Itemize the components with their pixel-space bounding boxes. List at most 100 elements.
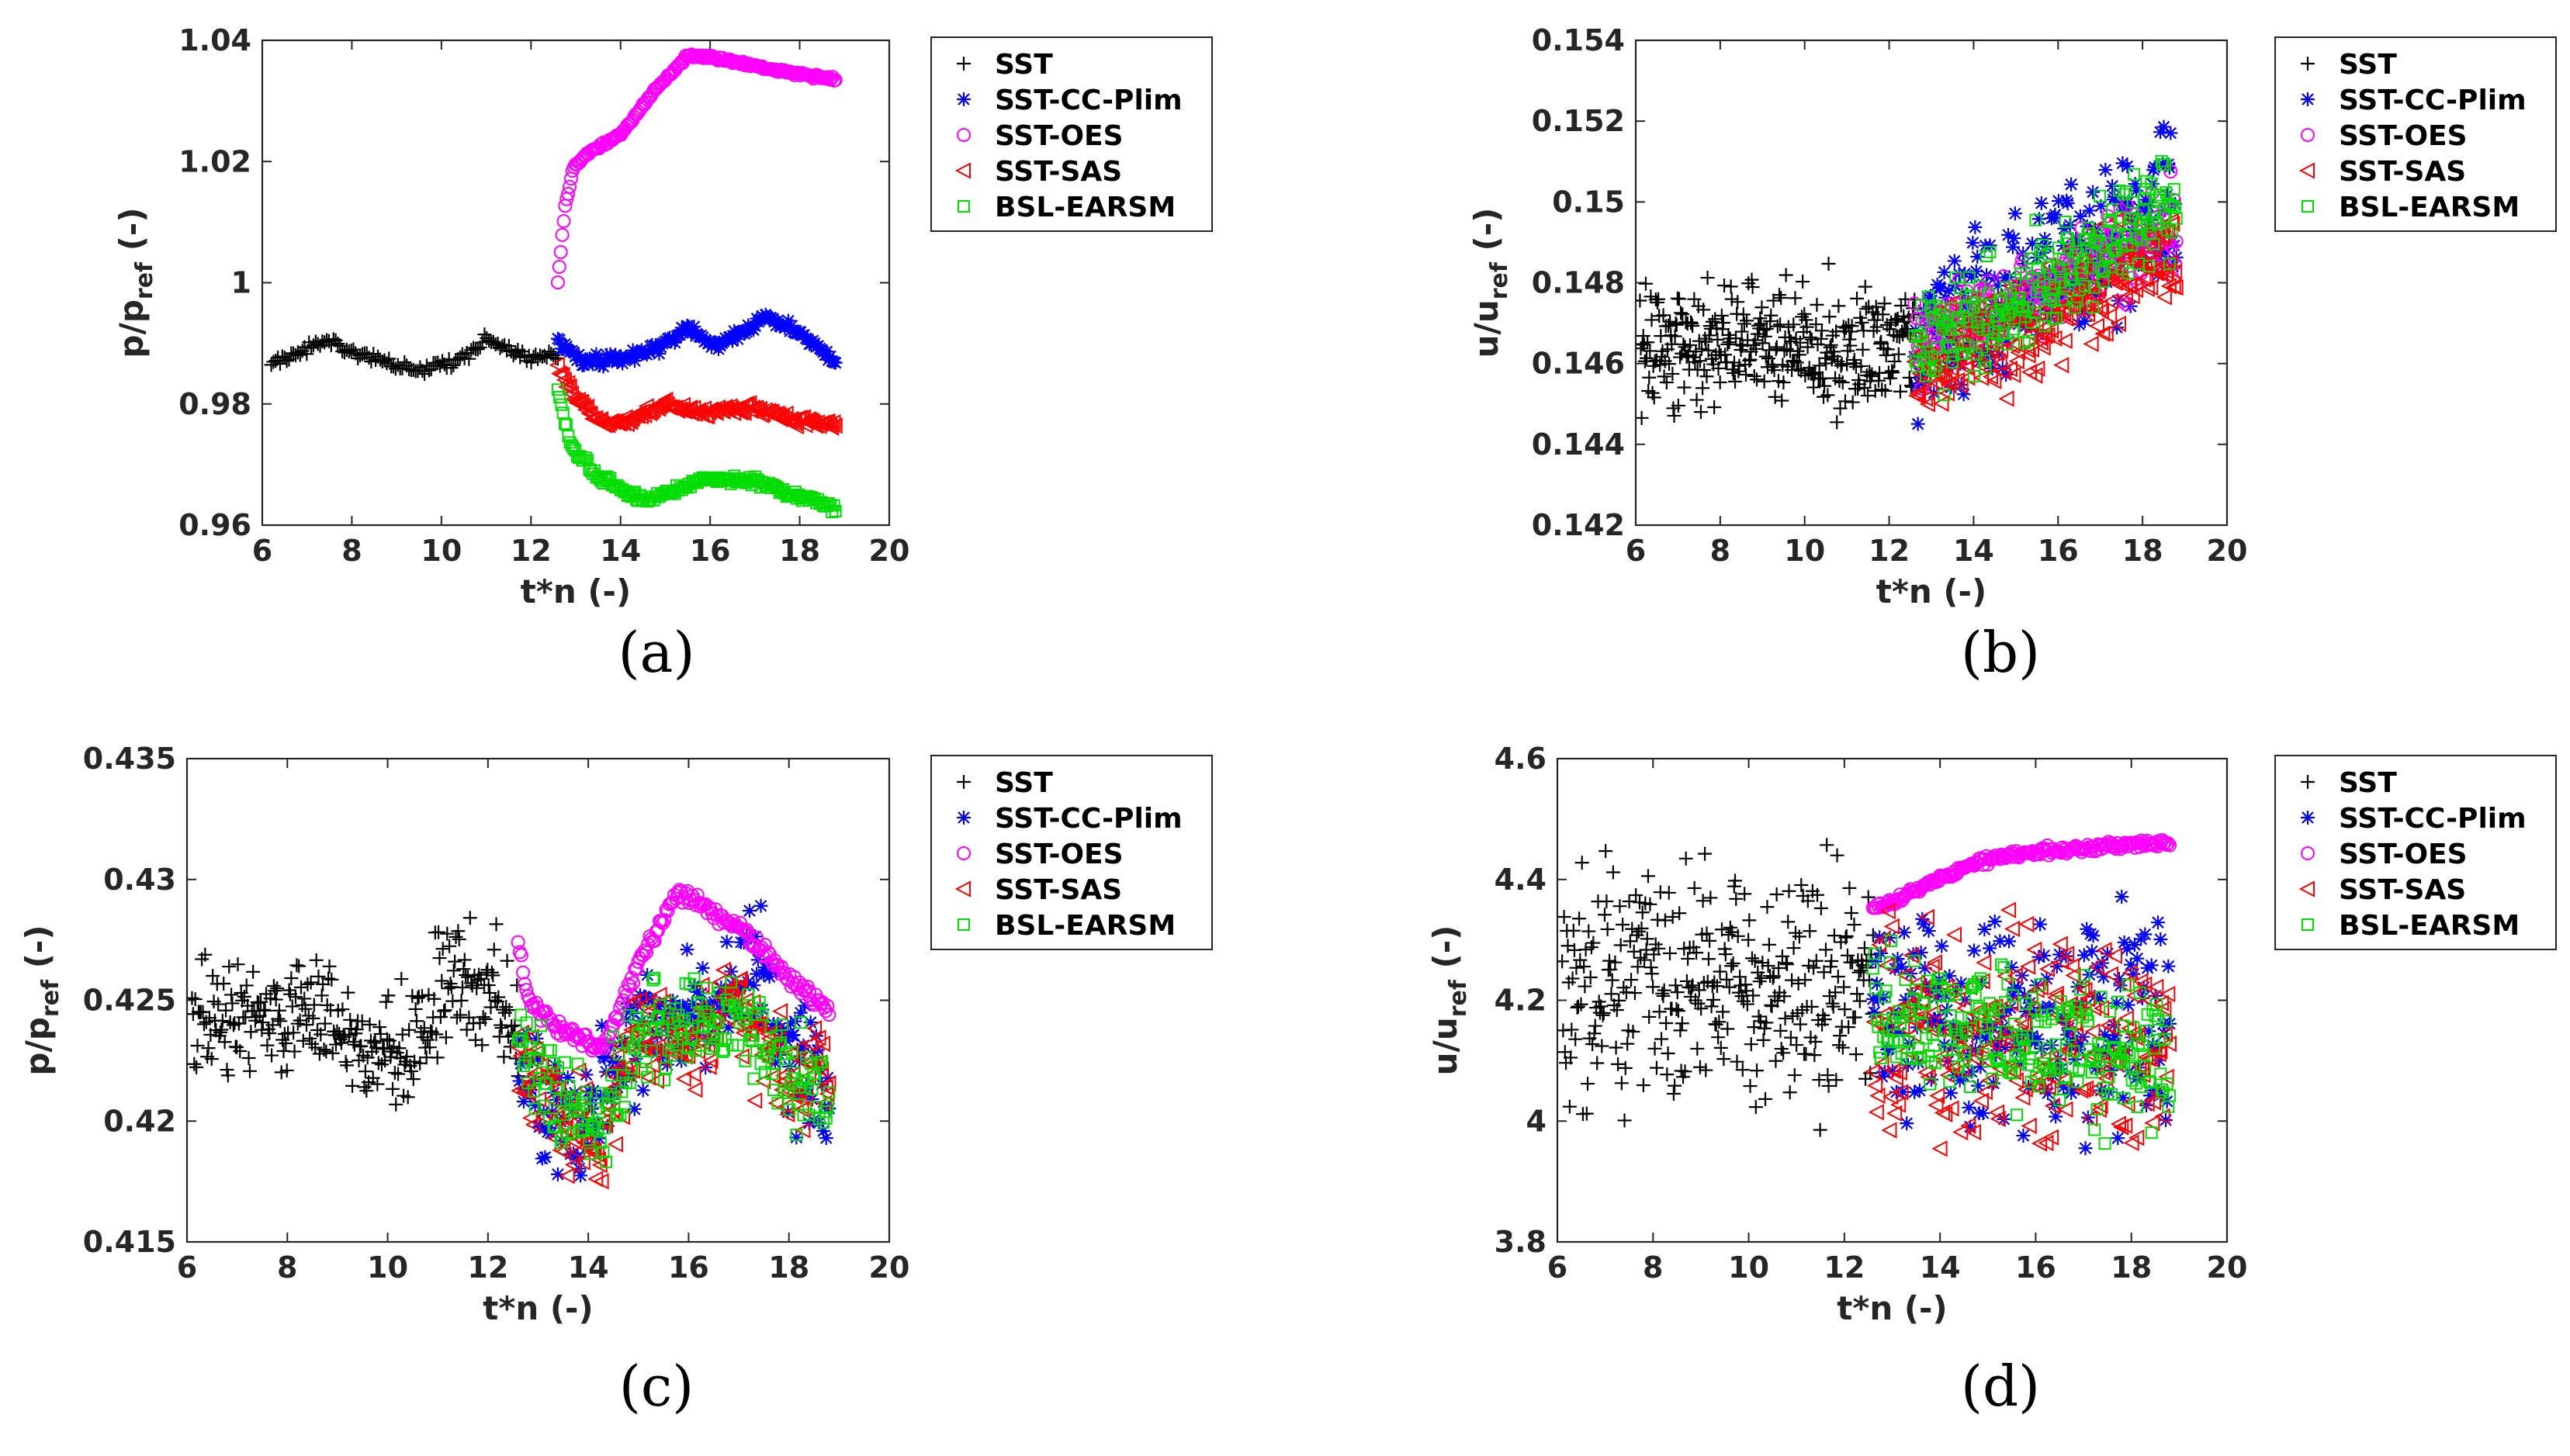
data-point bbox=[2067, 280, 2082, 295]
data-point bbox=[1993, 305, 2007, 320]
data-point bbox=[666, 330, 681, 345]
y-tick-label: 4 bbox=[1526, 1104, 1547, 1138]
data-point bbox=[1894, 960, 1909, 974]
data-point bbox=[1890, 311, 1905, 326]
data-point bbox=[1696, 303, 1711, 317]
data-point bbox=[653, 340, 668, 354]
data-point bbox=[1900, 1116, 1914, 1131]
data-point bbox=[213, 1025, 228, 1039]
data-point bbox=[2139, 1060, 2152, 1073]
data-point bbox=[552, 260, 566, 275]
data-point bbox=[1923, 362, 1936, 375]
data-point bbox=[1757, 1021, 1772, 1036]
data-point bbox=[1835, 1040, 1850, 1055]
data-point bbox=[190, 1039, 205, 1053]
data-point bbox=[1720, 972, 1734, 987]
data-point bbox=[1734, 324, 1749, 339]
data-point bbox=[358, 1064, 372, 1079]
data-point bbox=[1767, 363, 1782, 378]
data-point bbox=[1882, 1088, 1899, 1105]
data-point bbox=[214, 1022, 229, 1037]
data-point bbox=[1931, 981, 1945, 996]
data-point bbox=[1581, 924, 1596, 939]
data-point bbox=[1673, 1023, 1688, 1038]
data-point bbox=[1833, 401, 1848, 416]
data-point bbox=[795, 1041, 809, 1056]
data-point bbox=[457, 953, 472, 967]
data-point bbox=[307, 998, 321, 1012]
data-point bbox=[557, 1110, 573, 1128]
legend-marker bbox=[2301, 92, 2315, 106]
data-point bbox=[1581, 1077, 1595, 1091]
legend-label: SST-CC-Plim bbox=[2339, 803, 2527, 835]
data-point bbox=[565, 1102, 580, 1117]
data-point bbox=[2132, 973, 2149, 990]
data-point bbox=[1821, 256, 1836, 271]
data-point bbox=[580, 1085, 593, 1098]
data-point bbox=[1945, 356, 1959, 369]
data-point bbox=[2130, 951, 2145, 966]
data-point bbox=[802, 1108, 816, 1122]
data-point bbox=[1791, 976, 1806, 991]
data-point bbox=[2117, 188, 2130, 201]
data-point bbox=[2076, 948, 2091, 963]
data-point bbox=[519, 983, 534, 998]
data-point bbox=[481, 978, 496, 993]
data-point bbox=[491, 990, 506, 1005]
data-point bbox=[1954, 976, 1969, 991]
data-point bbox=[729, 326, 743, 341]
data-point bbox=[1904, 1008, 1917, 1022]
data-point bbox=[1709, 1017, 1723, 1032]
data-point bbox=[1688, 993, 1702, 1008]
data-point bbox=[2029, 978, 2044, 993]
data-point bbox=[1757, 374, 1772, 389]
data-point bbox=[387, 1065, 402, 1080]
data-point bbox=[2115, 156, 2130, 171]
data-point bbox=[2021, 1029, 2034, 1043]
data-point bbox=[1990, 1110, 2006, 1128]
data-point bbox=[2157, 210, 2170, 223]
data-point bbox=[198, 947, 213, 962]
data-point bbox=[1700, 271, 1715, 285]
data-point bbox=[475, 1038, 490, 1053]
data-point bbox=[2161, 836, 2176, 851]
data-point bbox=[1564, 1050, 1578, 1065]
legend-box bbox=[2274, 755, 2557, 950]
data-point bbox=[712, 1017, 725, 1030]
data-point bbox=[1943, 341, 1956, 354]
data-point bbox=[593, 1173, 609, 1190]
y-tick-label: 4.6 bbox=[1495, 742, 1547, 776]
data-point bbox=[2119, 1031, 2132, 1044]
data-point bbox=[2039, 301, 2052, 314]
data-point bbox=[1873, 946, 1888, 960]
y-tick-label: 0.43 bbox=[103, 863, 176, 897]
data-point bbox=[771, 1017, 785, 1032]
data-point bbox=[537, 1099, 550, 1112]
data-point bbox=[2062, 1004, 2075, 1017]
series-SST bbox=[264, 327, 565, 381]
data-point bbox=[1998, 309, 2011, 322]
data-point bbox=[1597, 908, 1612, 922]
legend-marker bbox=[957, 57, 971, 71]
x-tick-label: 8 bbox=[1710, 534, 1730, 568]
data-point bbox=[1692, 983, 1706, 998]
data-point bbox=[611, 1109, 624, 1122]
data-point bbox=[2131, 1100, 2144, 1113]
data-point bbox=[1672, 906, 1687, 921]
data-point bbox=[1668, 329, 1682, 344]
data-point bbox=[2096, 970, 2111, 984]
data-point bbox=[1982, 1055, 1995, 1068]
legend-box bbox=[2274, 36, 2557, 232]
data-point bbox=[2054, 995, 2067, 1008]
data-point bbox=[750, 311, 764, 326]
data-point bbox=[760, 956, 775, 971]
data-point bbox=[1994, 1008, 2009, 1023]
data-point bbox=[2106, 947, 2122, 964]
data-point bbox=[1557, 954, 1570, 969]
data-point bbox=[2138, 192, 2151, 205]
data-point bbox=[345, 1078, 360, 1093]
data-point bbox=[1843, 338, 1858, 353]
data-point bbox=[2038, 1134, 2054, 1152]
data-point bbox=[757, 402, 773, 419]
x-tick-label: 8 bbox=[277, 1250, 297, 1285]
